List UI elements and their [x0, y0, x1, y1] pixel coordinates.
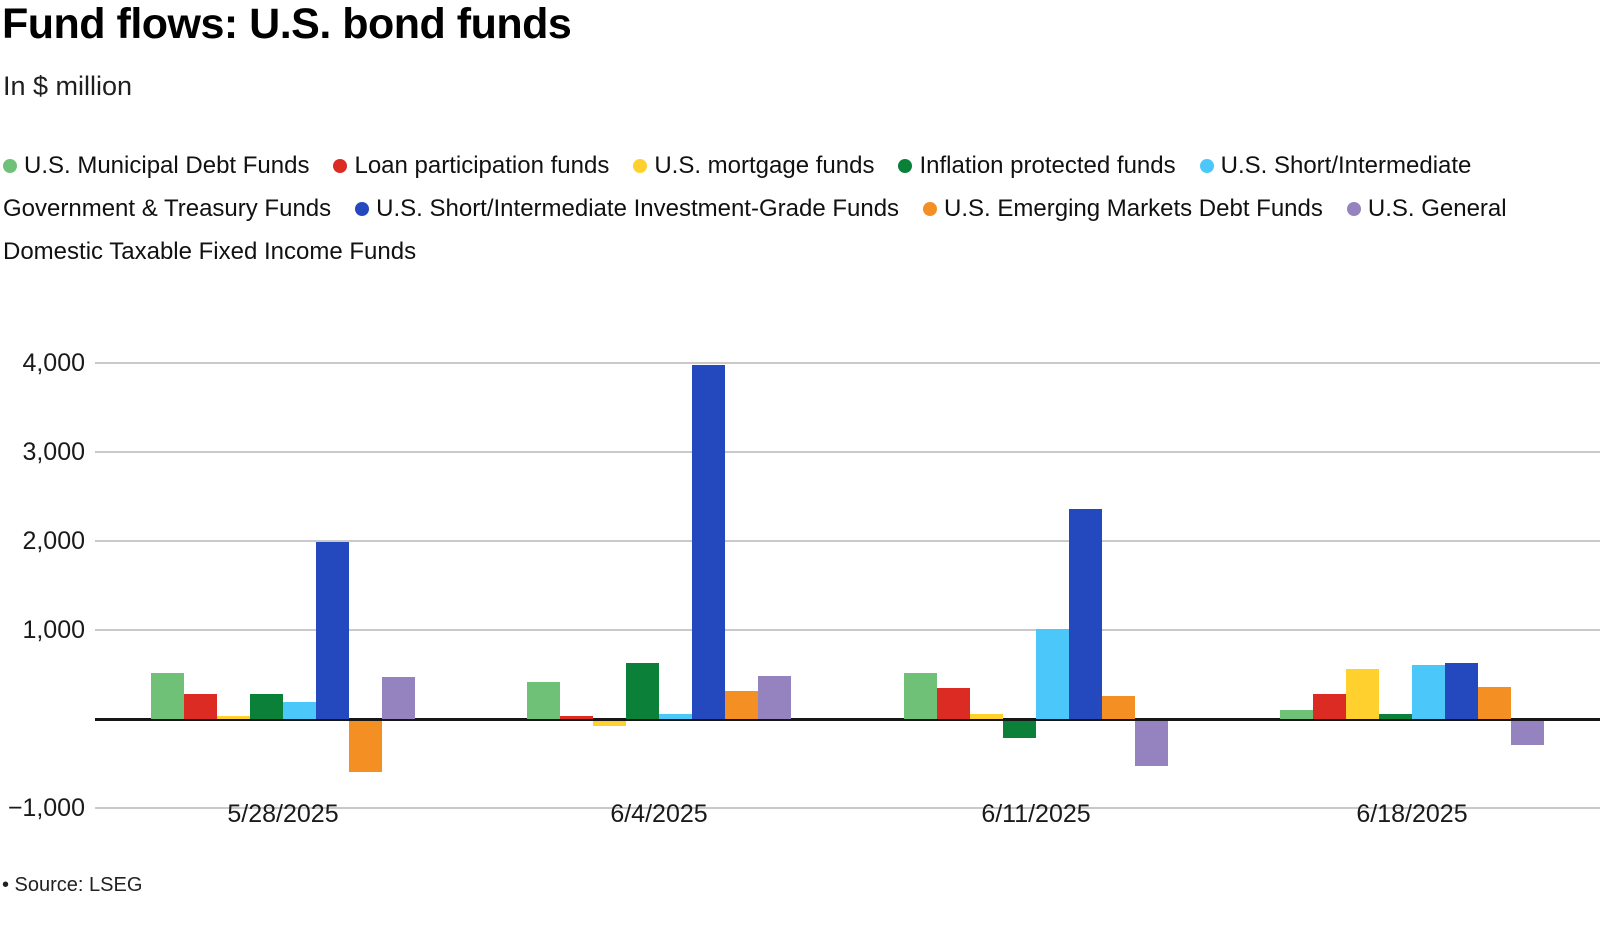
chart-title: Fund flows: U.S. bond funds [2, 0, 572, 48]
bar-g1-s4 [659, 714, 692, 719]
legend-dot-icon [3, 159, 17, 173]
bar-g1-s6 [725, 691, 758, 719]
bar-g2-s2 [970, 714, 1003, 719]
legend-dot-icon [1199, 159, 1214, 173]
bar-g3-s3 [1379, 714, 1412, 719]
legend-label: Loan participation funds [354, 152, 610, 179]
legend-item-5: U.S. Short/Intermediate Investment-Grade… [355, 195, 899, 222]
legend-dot-icon [923, 202, 938, 216]
chart-subtitle: In $ million [3, 71, 133, 101]
legend-label: U.S. mortgage funds [654, 152, 875, 179]
bar-g2-s4 [1036, 629, 1069, 719]
y-axis-tick-label: 4,000 [22, 349, 85, 377]
bar-g3-s0 [1280, 710, 1313, 719]
legend-label: U.S. General Domestic Taxable Fixed Inco… [3, 195, 1507, 265]
legend-dot-icon [355, 202, 370, 216]
bar-g2-s7 [1135, 721, 1168, 766]
legend-item-4: U.S. Short/Intermediate Government & Tre… [3, 152, 1471, 222]
bar-g0-s7 [382, 677, 415, 719]
legend-dot-icon [333, 159, 348, 173]
gridline [95, 807, 1600, 809]
bar-g0-s0 [151, 673, 184, 719]
legend-item-1: Loan participation funds [333, 152, 609, 179]
bar-g0-s1 [184, 694, 217, 719]
bar-g1-s0 [527, 682, 560, 719]
bar-g2-s3 [1003, 721, 1036, 738]
y-axis-tick-label: 3,000 [22, 438, 85, 466]
legend-dot-icon [633, 159, 648, 173]
bar-g2-s6 [1102, 696, 1135, 719]
bar-g3-s5 [1445, 663, 1478, 719]
bar-g0-s4 [283, 702, 316, 719]
y-axis-tick-label: 1,000 [22, 616, 85, 644]
bar-g3-s4 [1412, 665, 1445, 719]
bar-g3-s2 [1346, 669, 1379, 719]
bar-g0-s3 [250, 694, 283, 719]
bar-g3-s6 [1478, 687, 1511, 719]
bar-g0-s2 [217, 716, 250, 719]
bar-g3-s1 [1313, 694, 1346, 719]
bar-g1-s7 [758, 676, 791, 719]
chart-plot: 4,000 3,000 2,000 1,000 −1,000 [0, 340, 1600, 822]
legend-label: U.S. Short/Intermediate Investment-Grade… [376, 195, 900, 222]
gridline [95, 451, 1600, 453]
x-axis-label: 6/18/2025 [1356, 800, 1468, 828]
legend-label: U.S. Emerging Markets Debt Funds [944, 195, 1323, 222]
gridline [95, 629, 1600, 631]
legend-item-3: Inflation protected funds [898, 152, 1176, 179]
legend-item-7: U.S. General Domestic Taxable Fixed Inco… [3, 195, 1507, 265]
legend-dot-icon [898, 159, 913, 173]
zero-axis-line [95, 718, 1600, 721]
legend-label: U.S. Municipal Debt Funds [24, 152, 310, 179]
bar-g1-s3 [626, 663, 659, 719]
legend-dot-icon [1346, 202, 1361, 216]
legend: U.S. Municipal Debt Funds Loan participat… [3, 144, 1513, 273]
legend-item-2: U.S. mortgage funds [633, 152, 874, 179]
x-axis-labels: 5/28/2025 6/4/2025 6/11/2025 6/18/2025 [0, 800, 1600, 834]
legend-item-0: U.S. Municipal Debt Funds [3, 152, 309, 179]
bar-g1-s5 [692, 365, 725, 719]
x-axis-label: 6/4/2025 [610, 800, 708, 828]
gridline [95, 540, 1600, 542]
bar-g0-s5 [316, 542, 349, 719]
x-axis-label: 6/11/2025 [981, 800, 1091, 828]
bar-g1-s2 [593, 721, 626, 726]
bar-g1-s1 [560, 716, 593, 719]
legend-label: Inflation protected funds [919, 152, 1176, 179]
bar-g0-s6 [349, 721, 382, 772]
y-axis-tick-label: 2,000 [22, 527, 85, 555]
legend-label: U.S. Short/Intermediate Government & Tre… [3, 152, 1472, 222]
legend-item-6: U.S. Emerging Markets Debt Funds [923, 195, 1323, 222]
x-axis-label: 5/28/2025 [227, 800, 339, 828]
y-axis-tick-label: −1,000 [7, 794, 85, 822]
gridline [95, 362, 1600, 364]
bar-g3-s7 [1511, 721, 1544, 745]
bar-g2-s0 [904, 673, 937, 719]
bar-g2-s5 [1069, 509, 1102, 719]
source-note: • Source: LSEG [2, 874, 143, 896]
bar-g2-s1 [937, 688, 970, 719]
